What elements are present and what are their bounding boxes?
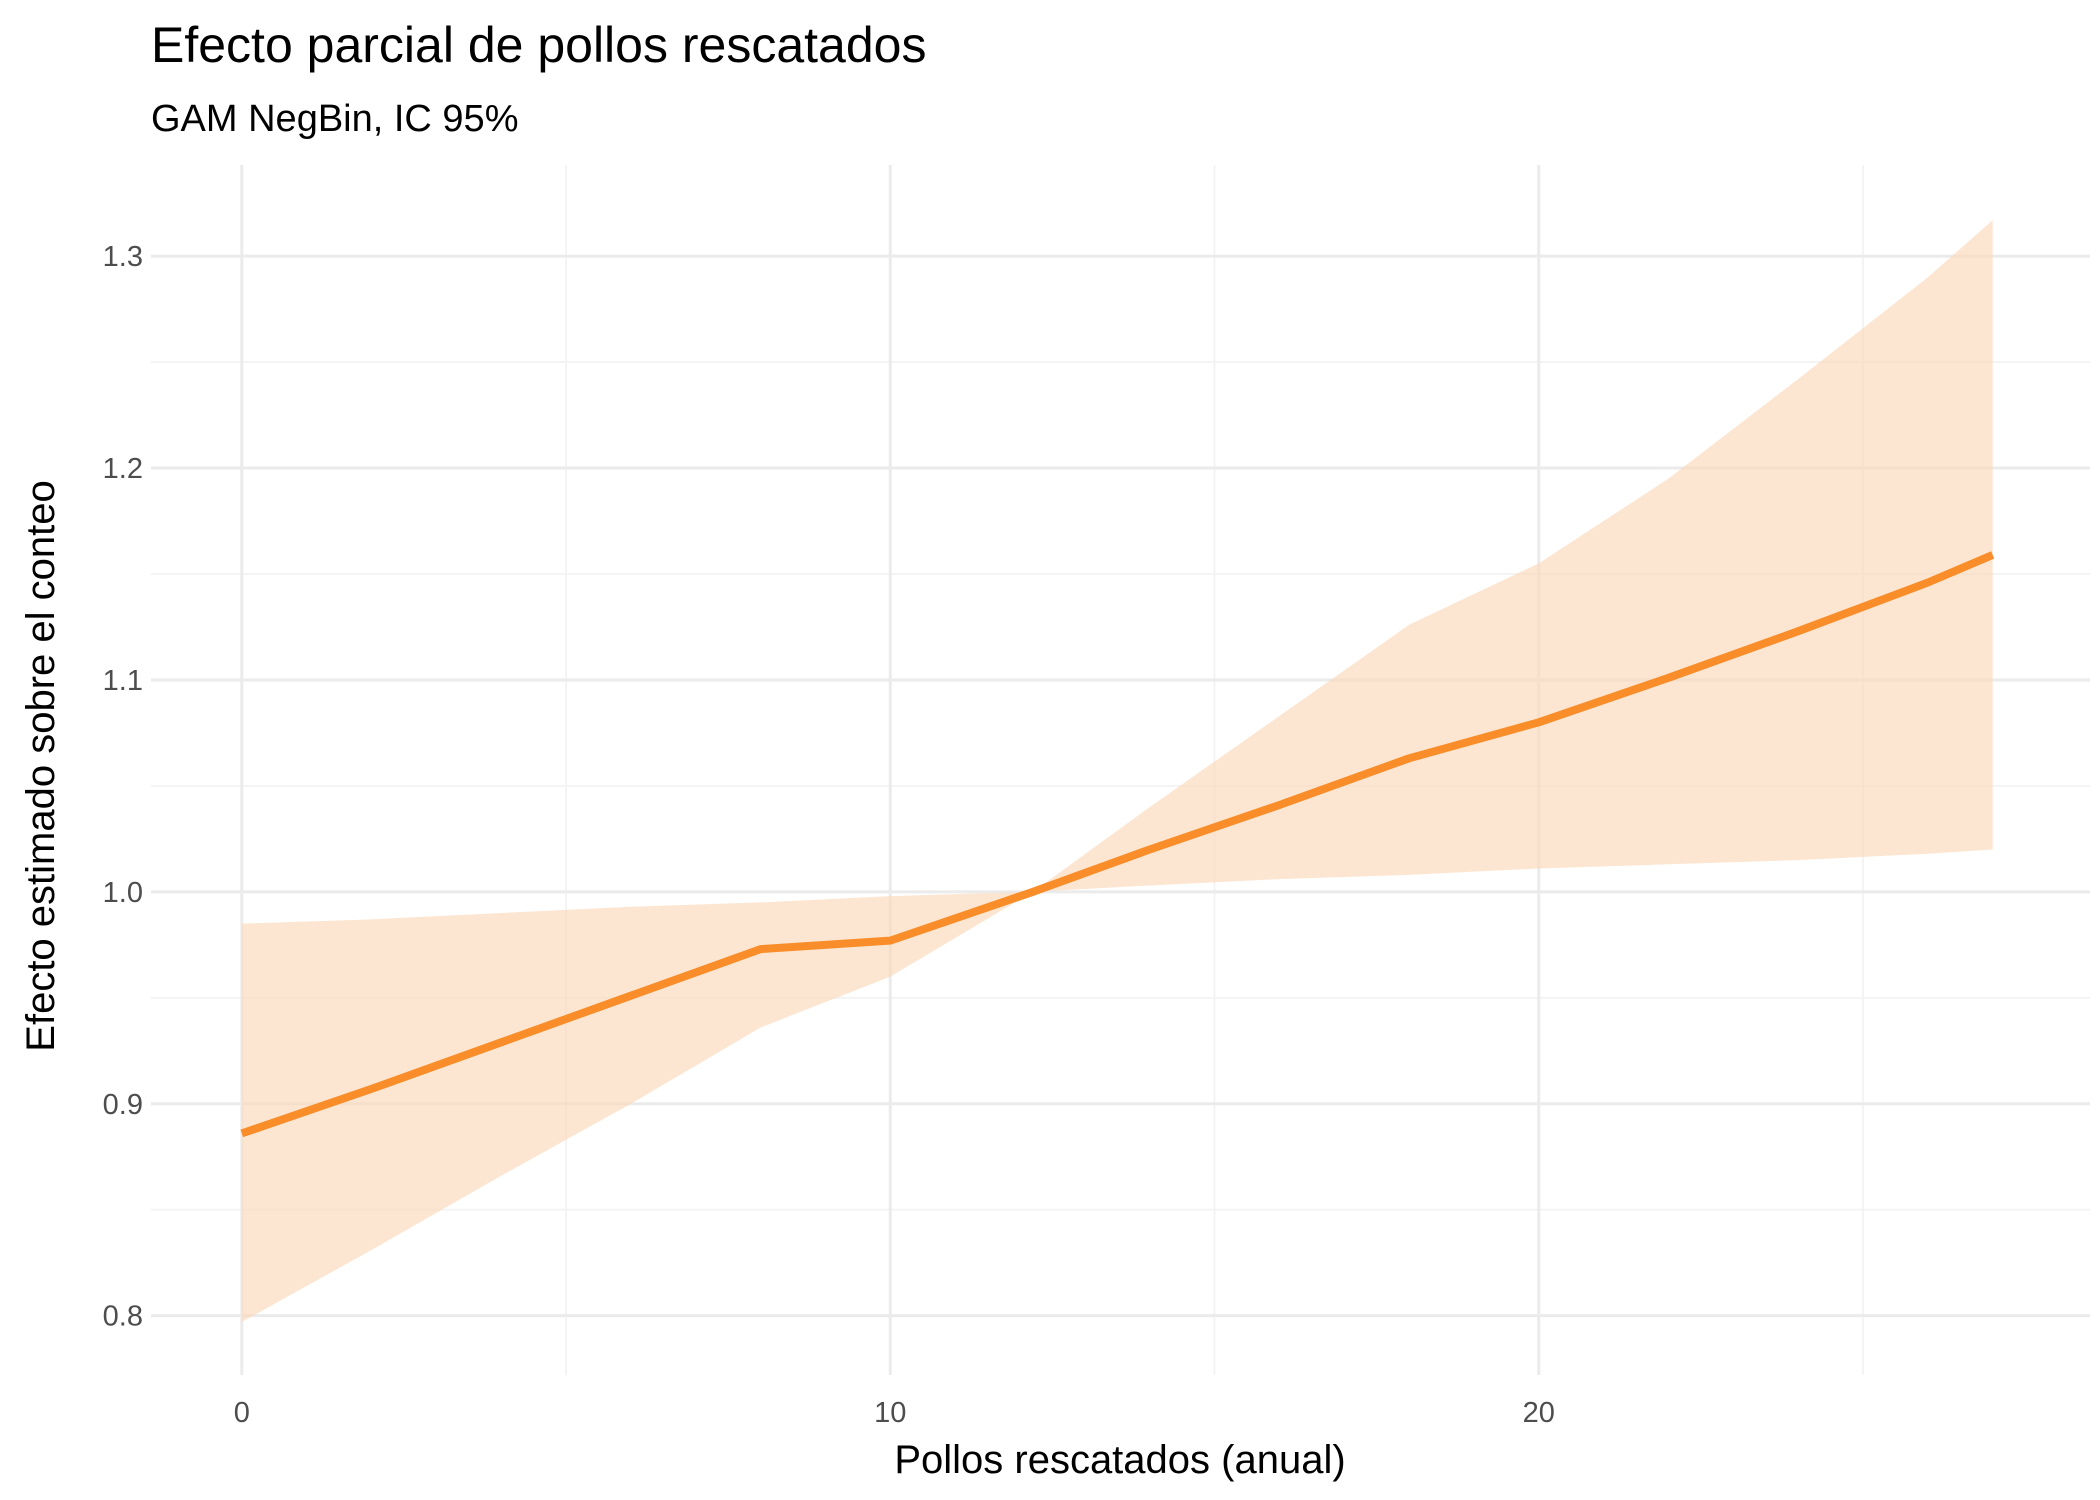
y-tick-label: 0.9	[103, 1089, 143, 1121]
x-axis-ticks: 0 10 20	[234, 1397, 1555, 1429]
x-tick-label: 20	[1523, 1397, 1555, 1429]
x-axis-title: Pollos rescatados (anual)	[894, 1438, 1345, 1482]
series-line-layer	[240, 551, 1995, 1138]
y-tick-label: 1.1	[103, 665, 143, 697]
y-tick-label: 1.3	[103, 241, 143, 273]
chart-title: Efecto parcial de pollos rescatados	[151, 17, 926, 73]
x-tick-label: 0	[234, 1397, 250, 1429]
y-axis-ticks: 0.8 0.9 1.0 1.1 1.2 1.3	[103, 241, 143, 1333]
y-tick-label: 1.0	[103, 877, 143, 909]
confidence-band	[241, 220, 1993, 1323]
confidence-band-layer	[241, 220, 1993, 1323]
y-tick-label: 0.8	[103, 1301, 143, 1333]
chart-subtitle: GAM NegBin, IC 95%	[151, 98, 518, 140]
y-tick-label: 1.2	[103, 453, 143, 485]
y-axis-title: Efecto estimado sobre el conteo	[19, 480, 63, 1051]
x-tick-label: 10	[874, 1397, 906, 1429]
effect-line	[240, 551, 1995, 1138]
